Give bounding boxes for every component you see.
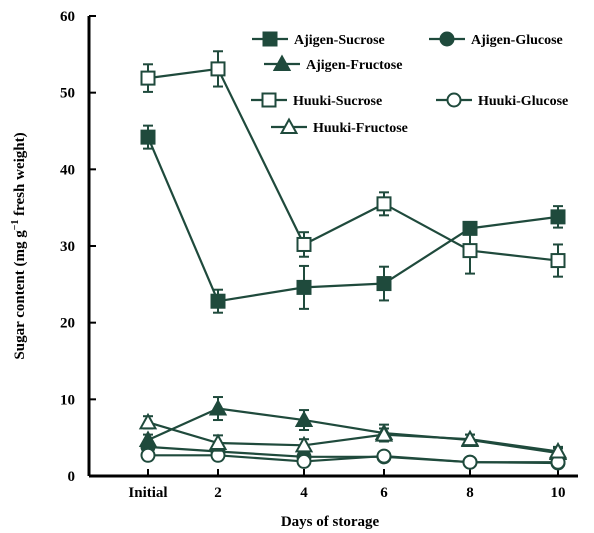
x-tick-group: Initial 2 4 6 8 10: [128, 469, 566, 501]
data-point: [140, 447, 156, 463]
legend-entry-ajigen-glucose: Ajigen-Glucose: [429, 31, 563, 48]
legend-entry-huuki-glucose: Huuki-Glucose: [436, 92, 568, 109]
y-axis-label: Sugar content (mg g−1 fresh weight): [10, 132, 28, 359]
legend-entry-ajigen-sucrose: Ajigen-Sucrose: [252, 31, 385, 48]
series-huuki-fructose: [138, 412, 568, 459]
series-line-ajigen-sucrose: [146, 136, 559, 303]
series-huuki-glucose: [140, 447, 566, 470]
series-layer: [138, 50, 568, 471]
data-point: [550, 209, 566, 225]
data-point: [550, 253, 566, 269]
data-point: [208, 398, 228, 416]
legend-label: Huuki-Fructose: [313, 121, 408, 136]
legend-label: Huuki-Sucrose: [293, 94, 382, 109]
y-axis-label-tail: fresh weight): [12, 132, 28, 219]
legend-label: Huuki-Glucose: [478, 94, 568, 109]
legend-marker: [279, 117, 299, 134]
y-tick-label: 50: [60, 86, 75, 102]
series-line-huuki-sucrose: [147, 67, 559, 262]
y-tick-label: 40: [60, 162, 75, 178]
legend-entry-huuki-sucrose: Huuki-Sucrose: [251, 92, 382, 109]
y-tick-label: 30: [60, 239, 75, 255]
data-point: [296, 236, 312, 252]
plot-area: [87, 16, 578, 478]
y-axis-label-main: Sugar content (mg g: [12, 230, 28, 360]
legend-entry-huuki-fructose: Huuki-Fructose: [271, 117, 408, 136]
data-point: [376, 448, 392, 464]
legend-label: Ajigen-Sucrose: [294, 33, 385, 48]
y-tick-label: 0: [68, 469, 76, 485]
series-line-huuki-glucose: [148, 454, 558, 464]
x-tick-label: 10: [551, 485, 566, 501]
series-ajigen-sucrose: [140, 124, 566, 314]
y-tick-label: 10: [60, 392, 75, 408]
data-point: [296, 279, 312, 295]
legend: Ajigen-Sucrose Ajigen-Glucose Ajigen-Fruct…: [251, 31, 568, 136]
legend-entry-ajigen-fructose: Ajigen-Fructose: [264, 54, 402, 73]
x-tick-label: Initial: [128, 485, 167, 501]
legend-marker: [439, 31, 455, 47]
data-point: [376, 276, 392, 292]
legend-marker: [261, 92, 277, 108]
data-point: [210, 293, 226, 309]
y-axis-label-superscript: −1: [10, 220, 21, 231]
data-point: [462, 243, 478, 259]
data-point: [140, 129, 156, 145]
data-point: [140, 70, 156, 86]
series-huuki-sucrose: [140, 50, 566, 278]
data-point: [294, 410, 314, 428]
series-line-huuki-fructose: [147, 421, 559, 453]
x-tick-label: 6: [380, 485, 388, 501]
data-point: [548, 441, 568, 459]
x-tick-label: 2: [214, 485, 222, 501]
legend-marker: [262, 31, 278, 47]
legend-marker: [272, 54, 292, 71]
legend-label: Ajigen-Fructose: [306, 58, 402, 73]
legend-marker: [446, 92, 462, 108]
data-point: [296, 453, 312, 469]
data-point: [376, 196, 392, 212]
legend-label: Ajigen-Glucose: [471, 33, 563, 48]
data-point: [138, 412, 158, 430]
y-tick-group: 0 10 20 30 40 50 60: [60, 9, 96, 485]
y-tick-label: 60: [60, 9, 75, 25]
x-axis-label: Days of storage: [281, 514, 380, 530]
data-point: [374, 425, 394, 442]
x-tick-label: 4: [300, 485, 308, 501]
data-point: [294, 435, 314, 453]
x-tick-label: 8: [466, 485, 474, 501]
data-point: [138, 430, 158, 447]
data-point: [460, 429, 480, 447]
data-point: [462, 454, 478, 470]
y-tick-label: 20: [60, 316, 75, 332]
data-point: [210, 61, 226, 77]
data-point: [208, 433, 228, 451]
